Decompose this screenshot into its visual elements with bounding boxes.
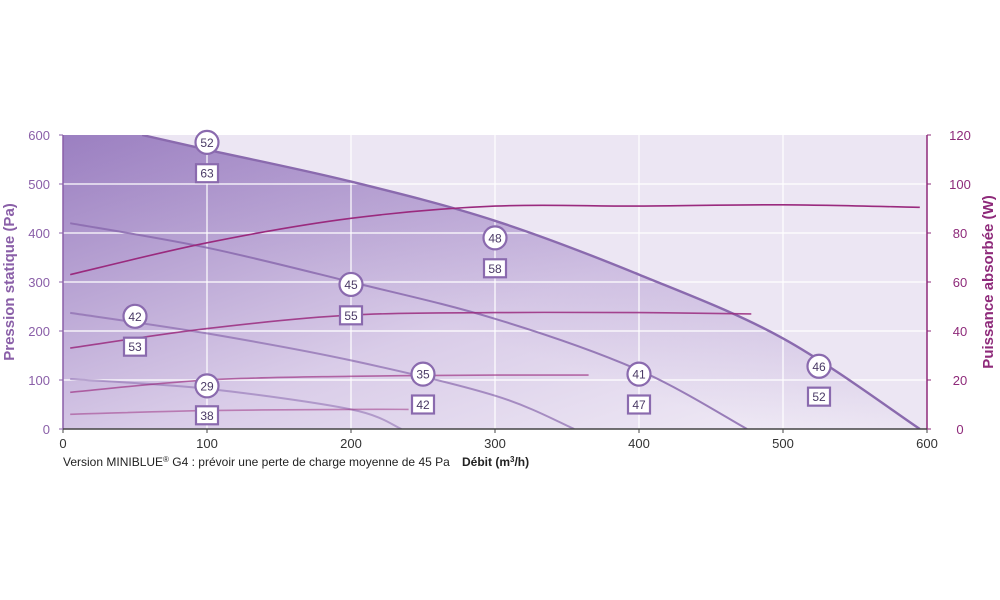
- badge-label: 63: [200, 167, 214, 181]
- footnote-rest: G4 : prévoir une perte de charge moyenne…: [169, 455, 450, 469]
- x-tick-label: 500: [772, 436, 794, 451]
- grid-lines: [63, 135, 927, 429]
- badge-square-shape: [410, 394, 436, 415]
- y-left-tick-label: 400: [28, 226, 50, 241]
- badge-circle-shape: [194, 373, 220, 399]
- badge-label: 29: [200, 379, 214, 393]
- noise-circle-badge: 42: [122, 303, 148, 329]
- footnote: Version MINIBLUE® G4 : prévoir une perte…: [63, 455, 450, 469]
- x-axis-label: Débit (m3/h): [462, 455, 529, 469]
- badge-label: 42: [128, 310, 142, 324]
- noise-circle-badge: 35: [410, 361, 436, 387]
- y-axis-right-label: Puissance absorbée (W): [980, 195, 997, 368]
- noise-circle-badge: 29: [194, 373, 220, 399]
- noise-square-badge: 55: [338, 305, 364, 326]
- y-left-tick-label: 300: [28, 275, 50, 290]
- x-axis-label-end: /h): [514, 455, 529, 469]
- badge-square-shape: [194, 163, 220, 184]
- badge-square-shape: [626, 394, 652, 415]
- y-axis-left-label: Pression statique (Pa): [1, 203, 18, 361]
- badge-label: 45: [344, 278, 358, 292]
- x-axis-label-sup: 3: [510, 455, 515, 464]
- y-right-tick-label: 80: [953, 226, 967, 241]
- x-tick-label: 300: [484, 436, 506, 451]
- noise-square-badge: 47: [626, 394, 652, 415]
- badge-label: 42: [416, 398, 430, 412]
- noise-circle-badge: 45: [338, 271, 364, 298]
- noise-square-badge: 38: [194, 405, 220, 426]
- y-left-tick-label: 600: [28, 128, 50, 143]
- y-right-tick-label: 120: [949, 128, 971, 143]
- y-left-tick-label: 200: [28, 324, 50, 339]
- power-curve-4: [70, 408, 409, 416]
- x-axis-label-main: Débit (m: [462, 455, 510, 469]
- y-left-tick-label: 100: [28, 373, 50, 388]
- badge-circle-shape: [626, 361, 652, 387]
- badge-label: 38: [200, 409, 214, 423]
- y-left-tick-label: 500: [28, 177, 50, 192]
- noise-square-badge: 63: [194, 163, 220, 184]
- footnote-sup: ®: [163, 455, 169, 464]
- badge-label: 52: [812, 390, 826, 404]
- pressure-curve-4: [70, 378, 402, 429]
- badge-circle-shape: [122, 303, 148, 329]
- pressure-curve-1: [141, 135, 921, 429]
- badge-label: 47: [632, 398, 646, 412]
- badge-label: 35: [416, 368, 430, 382]
- noise-square-badge: 53: [122, 336, 148, 357]
- badge-circle-shape: [338, 271, 364, 298]
- badge-square-shape: [338, 305, 364, 326]
- noise-square-badge: 58: [482, 258, 508, 279]
- noise-level-badges: 52 63 48 58 45 55 42 53 29 38 35 42 41 47 46 52: [122, 129, 832, 426]
- badge-square-shape: [806, 386, 832, 407]
- badge-circle-shape: [482, 225, 508, 251]
- badge-square-shape: [482, 258, 508, 279]
- badge-label: 46: [812, 360, 826, 374]
- badge-square-shape: [194, 405, 220, 426]
- y-left-tick-label: 0: [43, 422, 50, 437]
- badge-circle-shape: [194, 129, 220, 155]
- x-tick-label: 200: [340, 436, 362, 451]
- power-curve-1: [70, 203, 920, 276]
- badge-square-shape: [122, 336, 148, 357]
- x-tick-label: 100: [196, 436, 218, 451]
- axes: 0 100 200 300 400 500 600 0 100 200 300 400 500 600 0 2…: [28, 128, 971, 451]
- power-curve-2: [70, 311, 752, 349]
- y-right-tick-label: 60: [953, 275, 967, 290]
- noise-circle-badge: 52: [194, 129, 220, 155]
- badge-label: 58: [488, 262, 502, 276]
- noise-square-badge: 52: [806, 386, 832, 407]
- y-right-tick-label: 40: [953, 324, 967, 339]
- footnote-main: Version MINIBLUE: [63, 455, 163, 469]
- x-tick-label: 0: [59, 436, 66, 451]
- y-right-tick-label: 20: [953, 373, 967, 388]
- noise-circle-badge: 48: [482, 225, 508, 251]
- noise-square-badge: 42: [410, 394, 436, 415]
- badge-circle-shape: [410, 361, 436, 387]
- noise-circle-badge: 41: [626, 361, 652, 387]
- pressure-curve-3: [70, 311, 575, 429]
- x-tick-label: 400: [628, 436, 650, 451]
- badge-label: 52: [200, 136, 214, 150]
- badge-circle-shape: [806, 353, 832, 379]
- badge-label: 41: [632, 368, 646, 382]
- power-curves: [70, 203, 920, 416]
- badge-label: 53: [128, 340, 142, 354]
- badge-label: 55: [344, 309, 358, 323]
- y-right-tick-label: 100: [949, 177, 971, 192]
- badge-label: 48: [488, 231, 502, 245]
- x-tick-label: 600: [916, 436, 938, 451]
- y-right-tick-label: 0: [956, 422, 963, 437]
- noise-circle-badge: 46: [806, 353, 832, 379]
- power-curve-3: [70, 374, 589, 394]
